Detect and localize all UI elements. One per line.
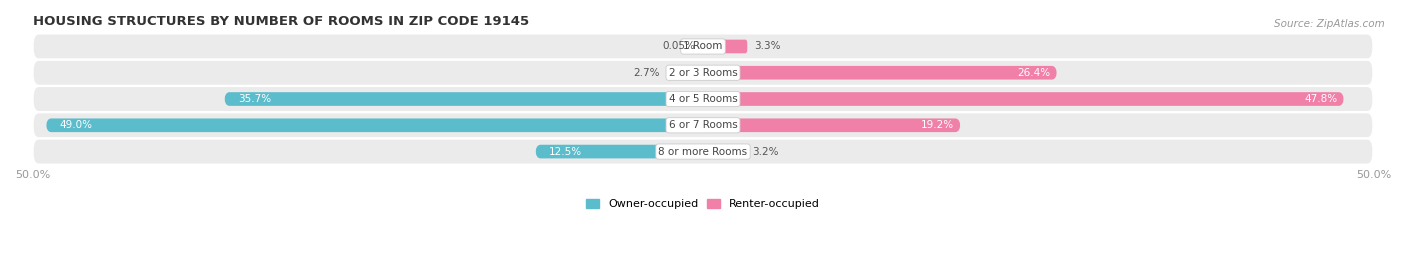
FancyBboxPatch shape [536,145,703,158]
Text: 8 or more Rooms: 8 or more Rooms [658,147,748,157]
Legend: Owner-occupied, Renter-occupied: Owner-occupied, Renter-occupied [586,199,820,209]
Text: 47.8%: 47.8% [1303,94,1337,104]
Text: 0.05%: 0.05% [662,41,696,51]
FancyBboxPatch shape [32,139,1374,165]
Text: 2 or 3 Rooms: 2 or 3 Rooms [669,68,737,78]
FancyBboxPatch shape [703,92,1344,106]
FancyBboxPatch shape [666,66,703,80]
FancyBboxPatch shape [703,40,747,53]
FancyBboxPatch shape [703,66,1057,80]
Text: 1 Room: 1 Room [683,41,723,51]
Text: 35.7%: 35.7% [238,94,271,104]
FancyBboxPatch shape [32,34,1374,59]
FancyBboxPatch shape [703,118,960,132]
Text: Source: ZipAtlas.com: Source: ZipAtlas.com [1274,19,1385,29]
FancyBboxPatch shape [32,86,1374,112]
Text: 19.2%: 19.2% [921,120,953,130]
Text: 4 or 5 Rooms: 4 or 5 Rooms [669,94,737,104]
FancyBboxPatch shape [32,112,1374,138]
Text: 12.5%: 12.5% [548,147,582,157]
FancyBboxPatch shape [32,60,1374,86]
Text: 3.2%: 3.2% [752,147,779,157]
FancyBboxPatch shape [46,118,703,132]
Text: HOUSING STRUCTURES BY NUMBER OF ROOMS IN ZIP CODE 19145: HOUSING STRUCTURES BY NUMBER OF ROOMS IN… [32,15,529,28]
Text: 6 or 7 Rooms: 6 or 7 Rooms [669,120,737,130]
Text: 49.0%: 49.0% [59,120,93,130]
FancyBboxPatch shape [225,92,703,106]
Text: 2.7%: 2.7% [634,68,659,78]
Text: 3.3%: 3.3% [754,41,780,51]
FancyBboxPatch shape [703,145,747,158]
Text: 26.4%: 26.4% [1017,68,1050,78]
